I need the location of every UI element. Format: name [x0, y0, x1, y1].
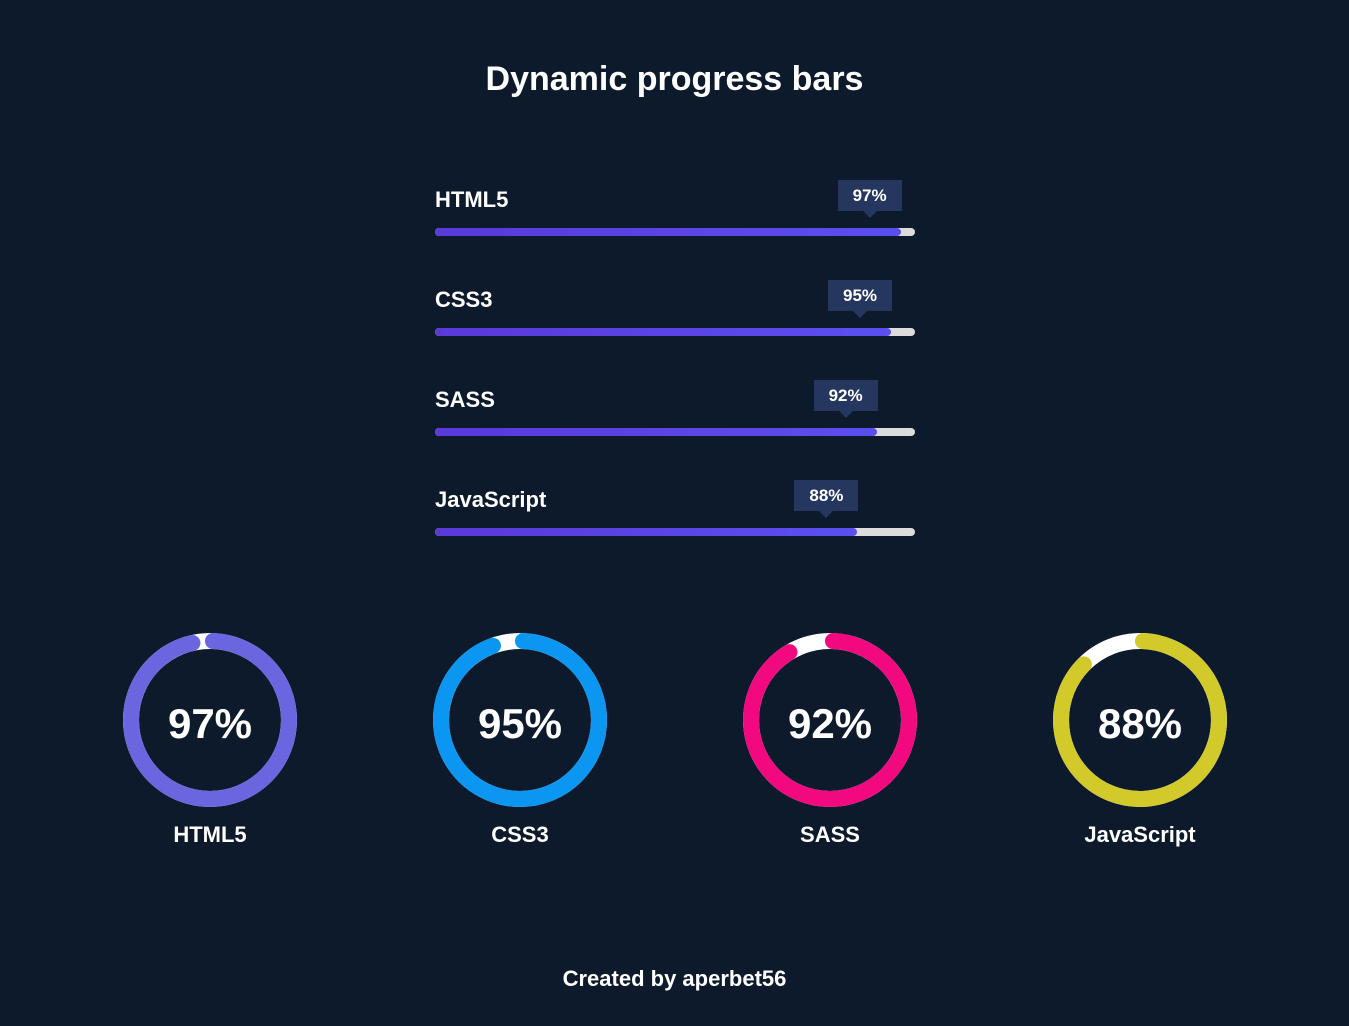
progress-bar-tooltip: 92% — [813, 380, 878, 418]
progress-bar-label: HTML5 — [435, 187, 509, 212]
progress-bar-html5: HTML5 97% — [435, 180, 915, 280]
circular-progress-list: 97% HTML5 95% CSS3 92% SASS 88% — [0, 630, 1349, 870]
progress-bar-tooltip: 95% — [828, 280, 892, 318]
circular-progress-value: 95% — [477, 700, 563, 747]
progress-ring-fill — [1053, 633, 1227, 807]
progress-bar-label: JavaScript — [435, 487, 547, 512]
progress-ring — [1053, 633, 1227, 807]
progress-ring — [743, 633, 917, 807]
circular-progress-label: JavaScript — [1084, 822, 1196, 847]
progress-bar-tooltip: 88% — [794, 480, 859, 518]
progress-bar-track — [435, 328, 915, 336]
progress-bar-fill — [435, 228, 901, 236]
progress-bar-css3: CSS3 95% — [435, 280, 915, 380]
circular-progress-value: 92% — [787, 700, 873, 747]
progress-bar-sass: SASS 92% — [435, 380, 915, 480]
progress-bar-tooltip: 97% — [837, 180, 902, 218]
progress-bar-javascript: JavaScript 88% — [435, 480, 915, 580]
progress-bar-fill — [435, 528, 858, 536]
circular-progress-html5: 97% HTML5 — [110, 630, 310, 848]
progress-bar-label: SASS — [435, 387, 495, 412]
progress-ring-fill — [433, 633, 607, 807]
progress-ring — [433, 633, 607, 807]
progress-bar-track — [435, 528, 915, 536]
circular-progress-value: 88% — [1097, 700, 1183, 747]
footer-credit: Created by aperbet56 — [562, 966, 787, 991]
page-title: Dynamic progress bars — [485, 60, 864, 98]
progress-bar-list: HTML5 97% CSS3 95% SASS 92% JavaScript 8… — [435, 180, 915, 580]
circular-progress-javascript: 88% JavaScript — [1040, 630, 1240, 848]
progress-ring-fill — [743, 633, 917, 807]
circular-progress-label: CSS3 — [491, 822, 549, 847]
progress-ring — [123, 633, 297, 807]
circular-progress-css3: 95% CSS3 — [420, 630, 620, 848]
progress-bar-fill — [435, 428, 877, 436]
progress-ring-fill — [123, 633, 297, 807]
progress-bar-track — [435, 228, 915, 236]
progress-bar-fill — [435, 328, 891, 336]
circular-progress-label: HTML5 — [173, 822, 247, 847]
progress-bar-track — [435, 428, 915, 436]
circular-progress-sass: 92% SASS — [730, 630, 930, 848]
progress-bar-label: CSS3 — [435, 287, 493, 312]
circular-progress-label: SASS — [800, 822, 860, 847]
circular-progress-value: 97% — [167, 700, 253, 747]
